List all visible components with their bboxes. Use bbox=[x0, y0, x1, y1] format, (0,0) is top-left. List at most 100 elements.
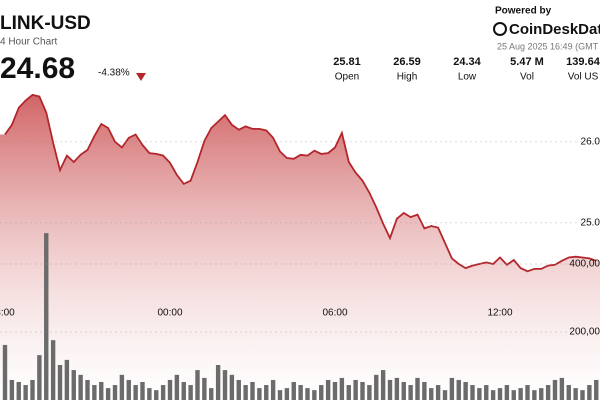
volume-bar bbox=[319, 385, 324, 400]
plot-area bbox=[0, 93, 600, 400]
volume-bar bbox=[160, 385, 166, 400]
volume-bar bbox=[594, 379, 599, 400]
volume-bar bbox=[408, 385, 413, 400]
volume-bar bbox=[422, 381, 427, 400]
volume-bar bbox=[229, 374, 235, 400]
brand: CoinDeskDat bbox=[509, 21, 600, 38]
volume-bar bbox=[545, 385, 551, 400]
stat-label: Open bbox=[335, 72, 359, 83]
volume-bar bbox=[442, 390, 448, 400]
volume-bar bbox=[9, 379, 15, 400]
y-tick-label: 26.0 bbox=[581, 136, 600, 147]
stat-label: Vol bbox=[520, 72, 534, 83]
volume-bar bbox=[470, 385, 475, 400]
price-area bbox=[0, 94, 600, 400]
volume-bar bbox=[346, 385, 351, 400]
volume-bar bbox=[188, 385, 193, 400]
volume-bar bbox=[64, 359, 70, 400]
volume-bar bbox=[511, 390, 516, 400]
volume-bar bbox=[37, 355, 42, 400]
volume-bar bbox=[353, 379, 358, 400]
volume-bar bbox=[257, 388, 262, 400]
volume-bar bbox=[30, 379, 35, 400]
volume-bar bbox=[429, 388, 434, 400]
volume-bar bbox=[463, 381, 468, 400]
volume-bar bbox=[243, 385, 248, 400]
stat-value: 139.64 bbox=[566, 56, 600, 68]
volume-bar bbox=[209, 388, 214, 400]
volume-bar bbox=[291, 381, 296, 400]
volume-bar bbox=[415, 377, 420, 400]
volume-bar bbox=[580, 390, 585, 400]
volume-bar bbox=[215, 364, 221, 400]
volume-bar bbox=[2, 344, 8, 400]
volume-bar bbox=[126, 379, 131, 400]
volume-bar bbox=[222, 370, 228, 400]
volume-bar bbox=[174, 374, 180, 400]
volume-bar bbox=[374, 374, 379, 400]
price: 24.68 bbox=[0, 52, 75, 85]
stat-value: 24.34 bbox=[453, 56, 481, 68]
volume-bar bbox=[435, 385, 441, 400]
volume-bar bbox=[539, 388, 544, 400]
volume-bar bbox=[332, 381, 338, 400]
volume-bar bbox=[525, 385, 530, 400]
volume-bar bbox=[92, 385, 97, 400]
volume-bar bbox=[504, 385, 510, 400]
volume-bar bbox=[78, 374, 83, 400]
volume-bar bbox=[264, 385, 269, 400]
y2-tick-label: 200,00 bbox=[569, 327, 600, 338]
timestamp: 25 Aug 2025 16:49 (GMT bbox=[497, 41, 599, 51]
change: -4.38% bbox=[98, 68, 130, 79]
volume-bar bbox=[112, 385, 118, 400]
volume-bar bbox=[202, 377, 207, 400]
volume-bar bbox=[587, 385, 592, 400]
volume-bar bbox=[456, 379, 461, 400]
stat-value: 25.81 bbox=[333, 56, 361, 68]
volume-bar bbox=[394, 377, 400, 400]
volume-bar bbox=[559, 377, 565, 400]
volume-bar bbox=[85, 379, 90, 400]
volume-bar bbox=[284, 388, 290, 400]
volume-bar bbox=[99, 381, 104, 400]
volume-bar bbox=[270, 379, 276, 400]
volume-bar bbox=[133, 385, 138, 400]
volume-bar bbox=[449, 377, 455, 400]
volume-bar bbox=[147, 388, 152, 400]
y2-tick-label: 400,00 bbox=[569, 259, 600, 270]
y-tick-label: 25.0 bbox=[581, 217, 600, 228]
volume-bar bbox=[387, 379, 393, 400]
volume-bar bbox=[181, 381, 186, 400]
volume-bar bbox=[50, 340, 56, 400]
volume-bar bbox=[401, 381, 406, 400]
volume-bar bbox=[484, 385, 489, 400]
volume-bar bbox=[140, 381, 145, 400]
volume-bar bbox=[552, 379, 558, 400]
volume-bar bbox=[298, 385, 303, 400]
volume-bar bbox=[573, 388, 578, 400]
volume-bar bbox=[105, 388, 111, 400]
volume-bar bbox=[339, 377, 345, 400]
volume-bar bbox=[305, 388, 310, 400]
volume-bar bbox=[44, 233, 49, 400]
volume-bar bbox=[566, 385, 571, 400]
stats: 25.81 Open 26.59 High 24.34 Low 5.47 M Vol 139.6… bbox=[333, 56, 600, 83]
volume-bar bbox=[367, 385, 372, 400]
symbol: LINK-USD bbox=[0, 13, 91, 34]
volume-bar bbox=[23, 385, 28, 400]
price-line bbox=[4, 93, 597, 273]
volume-bar bbox=[167, 379, 173, 400]
volume-bar bbox=[154, 390, 159, 400]
volume-bar bbox=[71, 370, 76, 400]
volume-bar bbox=[518, 388, 523, 400]
volume-bar bbox=[312, 390, 317, 400]
volume-bar bbox=[119, 374, 125, 400]
volume-bar bbox=[532, 390, 537, 400]
subtitle: 4 Hour Chart bbox=[0, 37, 57, 48]
volume-bar bbox=[57, 364, 63, 400]
volume-bar bbox=[277, 390, 283, 400]
x-tick-label: 00:00 bbox=[157, 308, 182, 319]
stat-value: 5.47 M bbox=[510, 56, 544, 68]
